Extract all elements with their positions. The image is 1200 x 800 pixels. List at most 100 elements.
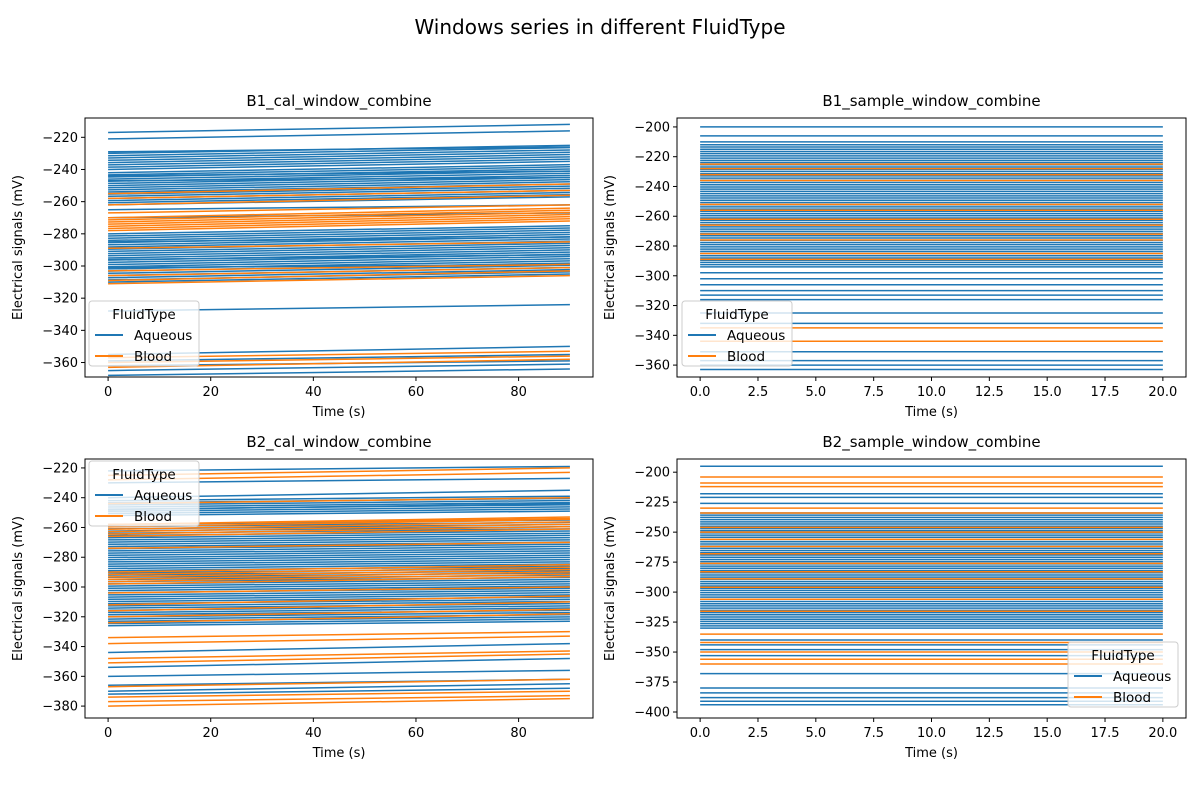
subplot-title: B1_cal_window_combine xyxy=(246,92,431,111)
series-line-aqueous xyxy=(108,185,570,195)
series-line-aqueous xyxy=(108,156,570,166)
series-line-aqueous xyxy=(108,583,570,590)
y-tick-label: −250 xyxy=(634,526,670,541)
y-tick-label: −200 xyxy=(634,466,670,481)
series-line-aqueous xyxy=(108,620,570,627)
x-tick-label: 5.0 xyxy=(805,726,826,741)
series-line-blood xyxy=(108,525,570,535)
x-tick-label: 17.5 xyxy=(1091,726,1120,741)
series-line-aqueous xyxy=(108,178,570,189)
x-tick-label: 80 xyxy=(510,726,527,741)
series-line-blood xyxy=(108,541,570,550)
series-line-blood xyxy=(108,694,570,703)
x-tick-label: 15.0 xyxy=(1033,726,1062,741)
y-tick-label: −325 xyxy=(634,616,670,631)
x-axis: 0 20 40 60 80 Time (s) xyxy=(104,718,527,761)
series-line-blood xyxy=(108,568,570,578)
y-axis-label: Electrical signals (mV) xyxy=(603,516,618,661)
x-tick-label: 0 xyxy=(104,726,112,741)
legend-box xyxy=(88,460,200,527)
x-tick-label: 10.0 xyxy=(917,726,946,741)
series-line-blood xyxy=(108,270,570,282)
series-line-aqueous xyxy=(108,600,570,607)
legend-label-blood: Blood xyxy=(134,509,172,525)
series-line-aqueous xyxy=(108,591,570,598)
series-line-aqueous xyxy=(108,536,570,543)
series-line-aqueous xyxy=(108,552,570,559)
series-line-aqueous xyxy=(108,255,570,266)
y-tick-label: −220 xyxy=(42,131,78,146)
y-tick-label: −360 xyxy=(42,356,78,371)
series-line-aqueous xyxy=(108,657,570,669)
series-line-blood xyxy=(108,183,570,195)
y-tick-label: −375 xyxy=(634,676,670,691)
series-line-blood xyxy=(108,563,570,573)
x-tick-label: 0 xyxy=(104,385,112,400)
x-axis-label: Time (s) xyxy=(904,405,958,420)
y-tick-label: −300 xyxy=(42,260,78,275)
x-axis-label: Time (s) xyxy=(904,746,958,761)
series-line-aqueous xyxy=(108,176,570,182)
series-line-blood xyxy=(108,678,570,688)
series-line-blood xyxy=(108,650,570,660)
series-line-blood xyxy=(108,528,570,538)
legend-label-aqueous: Aqueous xyxy=(1113,669,1171,685)
x-axis: 0 20 40 60 80 Time (s) xyxy=(104,377,527,420)
series-line-aqueous xyxy=(108,249,570,259)
legend-label-blood: Blood xyxy=(1113,690,1151,706)
series-line-aqueous xyxy=(108,231,570,242)
y-tick-label: −260 xyxy=(42,195,78,210)
figure-suptitle: Windows series in different FluidType xyxy=(414,15,785,39)
series-line-blood xyxy=(108,274,570,285)
series-line-aqueous xyxy=(108,594,570,601)
series-line-aqueous xyxy=(108,160,570,171)
x-tick-label: 17.5 xyxy=(1091,385,1120,400)
x-tick-label: 0.0 xyxy=(690,726,711,741)
subplot-4: B2_sample_window_combine 0.0 2.5 5.0 7.5 10.0… xyxy=(603,433,1187,761)
y-tick-label: −400 xyxy=(634,706,670,721)
x-tick-label: 40 xyxy=(305,726,322,741)
series-line-aqueous xyxy=(108,556,570,563)
x-axis: 0.0 2.5 5.0 7.5 10.0 12.5 15.0 17.5 20.0 Time (s) xyxy=(690,377,1177,420)
series-line-aqueous xyxy=(108,642,570,654)
y-axis-label: Electrical signals (mV) xyxy=(603,175,618,320)
x-tick-label: 7.5 xyxy=(863,385,884,400)
series-line-aqueous xyxy=(108,539,570,546)
series-line-blood xyxy=(108,653,570,664)
series-line-aqueous xyxy=(108,151,570,162)
x-tick-label: 20.0 xyxy=(1148,726,1177,741)
y-tick-label: −280 xyxy=(42,551,78,566)
x-tick-label: 40 xyxy=(305,385,322,400)
series-line-aqueous xyxy=(108,242,570,253)
y-axis: −200 −220 −240 −260 −280 −300 −320 −340 −360 Elec… xyxy=(603,120,677,374)
axes-frame xyxy=(84,458,594,719)
series-line-aqueous xyxy=(108,191,570,202)
series-line-blood xyxy=(108,204,570,214)
series-line-aqueous xyxy=(108,244,570,255)
legend: FluidType Aqueous Blood xyxy=(88,300,200,367)
y-tick-label: −380 xyxy=(42,700,78,715)
series-line-aqueous xyxy=(108,363,570,372)
y-tick-label: −275 xyxy=(634,556,670,571)
legend-box xyxy=(681,300,793,367)
legend-box xyxy=(88,300,200,367)
y-tick-label: −350 xyxy=(634,646,670,661)
series-line-blood xyxy=(108,211,570,223)
legend-title: FluidType xyxy=(112,307,175,323)
y-tick-label: −340 xyxy=(42,324,78,339)
series-line-aqueous xyxy=(108,607,570,614)
subplot-2: B1_sample_window_combine 0.0 2.5 5.0 7.5 10.0… xyxy=(603,92,1187,420)
series-line-aqueous xyxy=(108,368,570,377)
y-tick-label: −240 xyxy=(42,163,78,178)
series-line-aqueous xyxy=(108,238,570,248)
series-line-aqueous xyxy=(108,246,570,257)
series-line-blood xyxy=(108,521,570,531)
x-tick-label: 12.5 xyxy=(975,726,1004,741)
x-tick-label: 15.0 xyxy=(1033,385,1062,400)
y-axis: −220 −240 −260 −280 −300 −320 −340 −360 Electric… xyxy=(11,131,85,371)
legend-label-aqueous: Aqueous xyxy=(727,328,785,344)
series-line-blood xyxy=(108,601,570,612)
series-line-aqueous xyxy=(108,257,570,268)
series-line-aqueous xyxy=(108,146,570,153)
subplot-title: B2_cal_window_combine xyxy=(246,433,431,452)
